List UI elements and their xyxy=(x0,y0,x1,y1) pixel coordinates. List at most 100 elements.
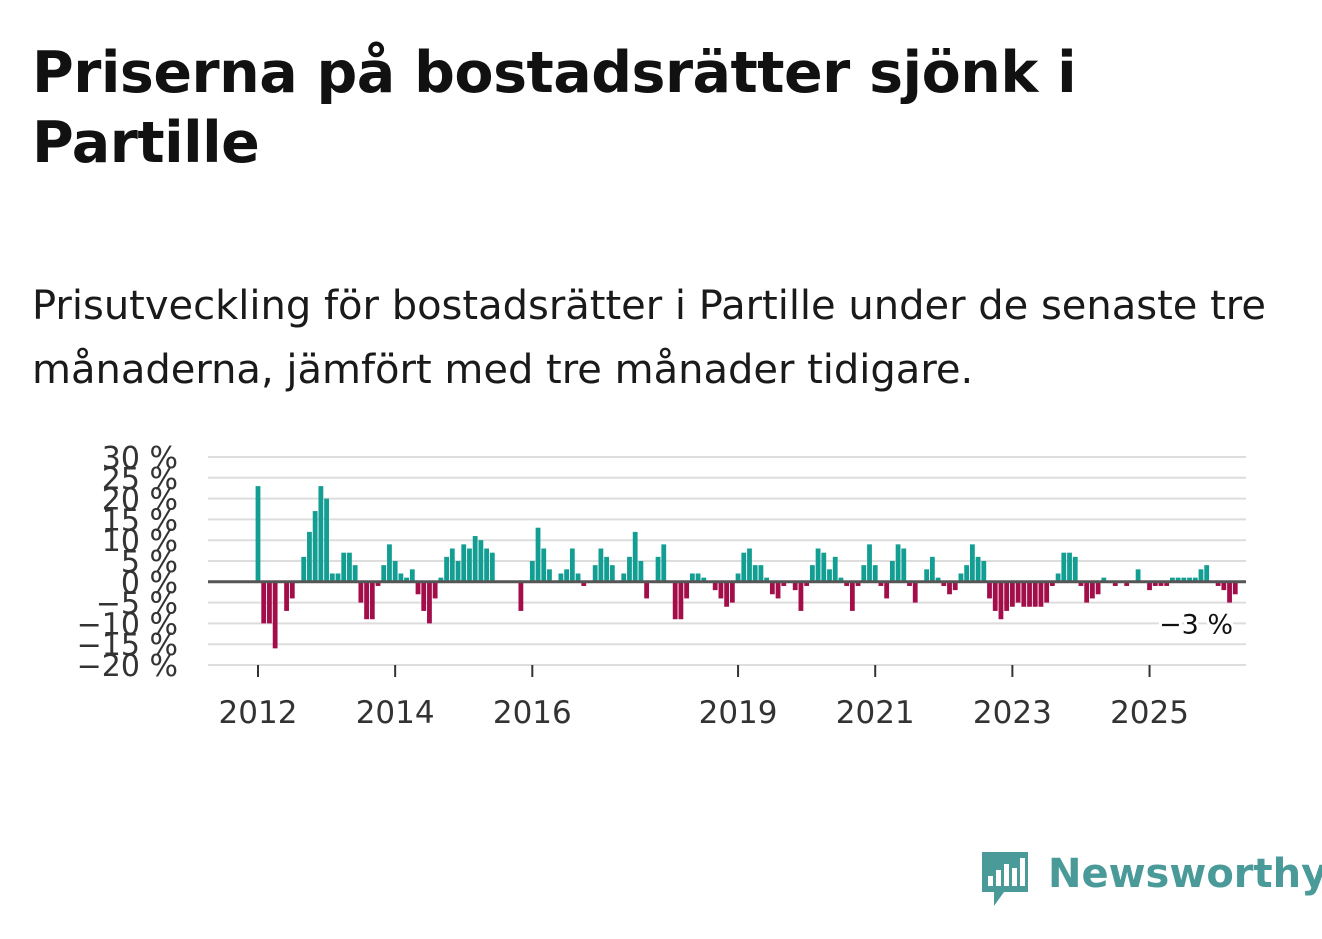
bar xyxy=(764,577,770,582)
x-tick-label: 2021 xyxy=(836,695,915,731)
bar xyxy=(958,573,964,582)
bar xyxy=(575,573,581,582)
bar xyxy=(855,581,861,586)
bar xyxy=(1095,581,1101,595)
bar xyxy=(844,581,850,586)
bar xyxy=(1112,581,1118,586)
bar xyxy=(541,548,547,582)
bar xyxy=(895,544,901,582)
bar xyxy=(912,581,918,603)
y-tick-label: 20 % xyxy=(102,483,178,518)
bar xyxy=(638,561,644,582)
bar xyxy=(467,548,472,582)
bar xyxy=(832,556,838,582)
bar xyxy=(901,548,907,582)
bar xyxy=(398,573,404,582)
x-tick-label: 2012 xyxy=(219,695,298,731)
bar xyxy=(1061,552,1067,582)
bar xyxy=(381,565,387,582)
bar xyxy=(872,565,878,582)
bar xyxy=(964,565,970,582)
bar xyxy=(689,573,695,582)
y-axis-labels: 30 %25 %20 %15 %10 %5 %0 %−5 %−10 %−15 %… xyxy=(77,441,178,684)
bar xyxy=(409,569,415,582)
bar xyxy=(907,581,912,586)
newsworthy-logo: Newsworthy xyxy=(980,848,1322,912)
bar xyxy=(798,581,804,611)
y-tick-label: −10 % xyxy=(77,607,178,642)
chart-title: Priserna på bostadsrätter sjönk i Partil… xyxy=(32,40,1077,176)
bar xyxy=(975,556,981,582)
bar xyxy=(284,581,289,611)
x-axis: 2012 2014 2016 2019 2021 2023 2025 xyxy=(219,665,1189,731)
bar xyxy=(461,544,467,582)
bar xyxy=(655,556,661,582)
bar xyxy=(1227,581,1232,603)
bar xyxy=(987,581,992,599)
bar xyxy=(695,573,701,582)
bar xyxy=(889,561,895,582)
bar xyxy=(341,552,347,582)
bar xyxy=(1009,581,1015,607)
bar xyxy=(1147,581,1152,591)
bar xyxy=(449,548,455,582)
y-tick-label: 5 % xyxy=(121,545,178,580)
bar xyxy=(735,573,741,582)
bar xyxy=(1215,581,1221,586)
bar xyxy=(998,581,1004,620)
bar xyxy=(815,548,821,582)
bar xyxy=(369,581,375,620)
bar xyxy=(1055,573,1061,582)
bar xyxy=(849,581,855,611)
bars xyxy=(255,486,1238,649)
bar xyxy=(592,565,598,582)
bar xyxy=(352,565,358,582)
bar xyxy=(387,544,392,582)
bar xyxy=(981,561,987,582)
bar xyxy=(884,581,890,599)
bar xyxy=(947,581,952,595)
gridlines xyxy=(208,456,1246,666)
bar xyxy=(684,581,690,599)
chart-subtitle: Prisutveckling för bostadsrätter i Parti… xyxy=(32,283,1266,393)
bar-chart: 30 %25 %20 %15 %10 %5 %0 %−5 %−10 %−15 %… xyxy=(77,441,1246,731)
bar xyxy=(358,581,364,603)
x-tick-label: 2023 xyxy=(973,695,1052,731)
bar xyxy=(712,581,718,591)
bar xyxy=(272,581,278,649)
y-tick-label: 10 % xyxy=(102,524,178,559)
bar xyxy=(307,531,312,582)
bar xyxy=(1021,581,1027,607)
bar xyxy=(535,527,541,582)
bar xyxy=(821,552,827,582)
bar xyxy=(392,561,398,582)
bar xyxy=(752,565,758,582)
bar xyxy=(609,565,615,582)
bar xyxy=(1027,581,1032,607)
bar xyxy=(318,486,324,582)
bar xyxy=(935,577,941,582)
bar xyxy=(312,511,318,582)
bar xyxy=(598,548,604,582)
x-tick-label: 2016 xyxy=(493,695,572,731)
last-value-label: −3 % xyxy=(1159,609,1233,640)
bar xyxy=(1032,581,1038,607)
bar xyxy=(627,556,632,582)
bar xyxy=(518,581,524,611)
bar xyxy=(1187,577,1192,582)
bar xyxy=(347,552,352,582)
bar xyxy=(375,581,381,586)
bar xyxy=(729,581,735,603)
bar xyxy=(672,581,678,620)
bar xyxy=(747,548,752,582)
bar xyxy=(661,544,667,582)
bar xyxy=(1152,581,1158,586)
bar xyxy=(364,581,369,620)
bar xyxy=(718,581,724,599)
bar xyxy=(1124,581,1130,586)
bar xyxy=(992,581,998,611)
bar xyxy=(1004,581,1010,611)
bar xyxy=(861,565,867,582)
bar xyxy=(255,486,261,582)
bar xyxy=(1089,581,1095,599)
